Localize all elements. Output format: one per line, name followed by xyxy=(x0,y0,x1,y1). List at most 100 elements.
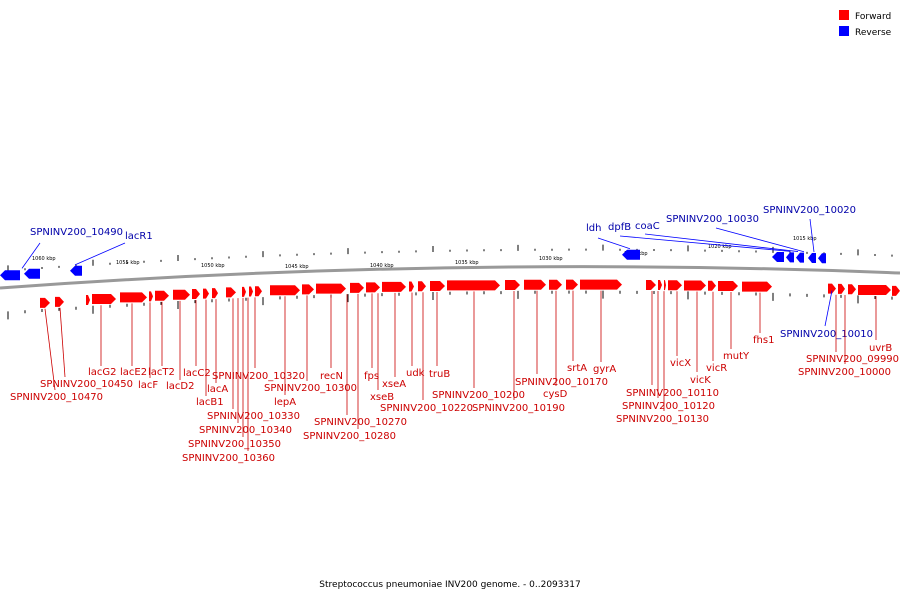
gene-label-xseB[interactable]: xseB xyxy=(370,392,394,403)
gene-label-SPNINV200_10030[interactable]: SPNINV200_10030 xyxy=(666,214,759,225)
forward-gene[interactable] xyxy=(418,281,426,292)
gene-label-truB[interactable]: truB xyxy=(429,369,450,380)
forward-gene[interactable] xyxy=(828,283,836,294)
forward-gene[interactable] xyxy=(566,279,578,290)
gene-label-lepA[interactable]: lepA xyxy=(274,397,296,408)
forward-gene[interactable] xyxy=(270,285,300,296)
gene-label-SPNINV200_10190[interactable]: SPNINV200_10190 xyxy=(472,403,565,414)
gene-label-ldh[interactable]: ldh xyxy=(586,223,601,234)
gene-label-SPNINV200_10110[interactable]: SPNINV200_10110 xyxy=(626,388,719,399)
forward-gene[interactable] xyxy=(505,279,520,290)
forward-gene[interactable] xyxy=(255,286,262,297)
forward-gene[interactable] xyxy=(447,280,500,291)
gene-label-lacF[interactable]: lacF xyxy=(138,380,158,391)
gene-label-srtA[interactable]: srtA xyxy=(567,363,587,374)
forward-gene[interactable] xyxy=(242,286,246,297)
gene-label-SPNINV200_10280[interactable]: SPNINV200_10280 xyxy=(303,431,396,442)
forward-gene[interactable] xyxy=(858,285,891,296)
gene-label-coaC[interactable]: coaC xyxy=(635,221,660,232)
gene-label-SPNINV200_10200[interactable]: SPNINV200_10200 xyxy=(432,390,525,401)
gene-label-lacR1[interactable]: lacR1 xyxy=(125,231,153,242)
reverse-gene[interactable] xyxy=(796,252,804,263)
forward-gene[interactable] xyxy=(409,281,414,292)
gene-label-SPNINV200_10330[interactable]: SPNINV200_10330 xyxy=(207,411,300,422)
reverse-gene[interactable] xyxy=(808,252,816,263)
gene-label-SPNINV200_10010[interactable]: SPNINV200_10010 xyxy=(780,329,873,340)
gene-label-SPNINV200_10270[interactable]: SPNINV200_10270 xyxy=(314,417,407,428)
forward-gene[interactable] xyxy=(549,279,562,290)
forward-gene[interactable] xyxy=(203,288,209,299)
forward-gene[interactable] xyxy=(524,279,546,290)
gene-label-gyrA[interactable]: gyrA xyxy=(593,364,616,375)
gene-label-recN[interactable]: recN xyxy=(320,371,343,382)
forward-gene[interactable] xyxy=(430,280,445,291)
forward-gene[interactable] xyxy=(155,290,169,301)
reverse-gene[interactable] xyxy=(24,268,40,279)
reverse-gene[interactable] xyxy=(622,249,640,260)
gene-label-udk[interactable]: udk xyxy=(406,368,425,379)
gene-label-SPNINV200_10120[interactable]: SPNINV200_10120 xyxy=(622,401,715,412)
gene-label-SPNINV200_10320[interactable]: SPNINV200_10320 xyxy=(212,371,305,382)
forward-gene[interactable] xyxy=(742,281,772,292)
forward-gene[interactable] xyxy=(120,292,147,303)
forward-gene[interactable] xyxy=(708,280,716,291)
forward-gene[interactable] xyxy=(580,279,622,290)
forward-gene[interactable] xyxy=(350,282,364,293)
forward-gene[interactable] xyxy=(718,280,738,291)
gene-label-mutY[interactable]: mutY xyxy=(723,351,750,362)
forward-gene[interactable] xyxy=(366,282,380,293)
reverse-gene[interactable] xyxy=(70,265,82,276)
gene-label-SPNINV200_10340[interactable]: SPNINV200_10340 xyxy=(199,425,292,436)
gene-label-SPNINV200_09990[interactable]: SPNINV200_09990 xyxy=(806,354,899,365)
forward-gene[interactable] xyxy=(249,286,253,297)
reverse-gene[interactable] xyxy=(0,270,20,281)
reverse-gene[interactable] xyxy=(772,252,784,263)
forward-gene[interactable] xyxy=(86,295,90,306)
gene-label-dpfB[interactable]: dpfB xyxy=(608,222,631,233)
forward-gene[interactable] xyxy=(892,285,900,296)
forward-gene[interactable] xyxy=(212,288,218,299)
gene-label-xseA[interactable]: xseA xyxy=(382,379,406,390)
gene-label-lacT2[interactable]: lacT2 xyxy=(148,367,175,378)
forward-gene[interactable] xyxy=(848,284,856,295)
forward-gene[interactable] xyxy=(382,281,406,292)
gene-label-lacE2[interactable]: lacE2 xyxy=(120,367,147,378)
reverse-gene[interactable] xyxy=(786,252,794,263)
gene-label-lacG2[interactable]: lacG2 xyxy=(88,367,117,378)
gene-label-uvrB[interactable]: uvrB xyxy=(869,343,892,354)
forward-gene[interactable] xyxy=(316,283,346,294)
forward-gene[interactable] xyxy=(658,280,662,291)
gene-label-vicR[interactable]: vicR xyxy=(706,363,727,374)
forward-gene[interactable] xyxy=(302,284,314,295)
forward-gene[interactable] xyxy=(55,296,64,307)
forward-gene[interactable] xyxy=(149,291,153,302)
gene-label-SPNINV200_10000[interactable]: SPNINV200_10000 xyxy=(798,367,891,378)
gene-label-SPNINV200_10020[interactable]: SPNINV200_10020 xyxy=(763,205,856,216)
gene-label-SPNINV200_10360[interactable]: SPNINV200_10360 xyxy=(182,453,275,464)
gene-label-lacA[interactable]: lacA xyxy=(207,384,228,395)
forward-gene[interactable] xyxy=(664,280,666,291)
gene-label-SPNINV200_10130[interactable]: SPNINV200_10130 xyxy=(616,414,709,425)
gene-label-lacD2[interactable]: lacD2 xyxy=(166,381,194,392)
forward-gene[interactable] xyxy=(192,289,200,300)
gene-label-cysD[interactable]: cysD xyxy=(543,389,568,400)
gene-label-vicK[interactable]: vicK xyxy=(690,375,711,386)
gene-label-SPNINV200_10300[interactable]: SPNINV200_10300 xyxy=(264,383,357,394)
forward-gene[interactable] xyxy=(92,294,116,305)
gene-label-SPNINV200_10450[interactable]: SPNINV200_10450 xyxy=(40,379,133,390)
gene-label-SPNINV200_10470[interactable]: SPNINV200_10470 xyxy=(10,392,103,403)
gene-label-SPNINV200_10220[interactable]: SPNINV200_10220 xyxy=(380,403,473,414)
gene-label-fhs1[interactable]: fhs1 xyxy=(753,335,774,346)
gene-label-SPNINV200_10170[interactable]: SPNINV200_10170 xyxy=(515,377,608,388)
forward-gene[interactable] xyxy=(838,283,845,294)
gene-label-vicX[interactable]: vicX xyxy=(670,358,691,369)
forward-gene[interactable] xyxy=(668,280,682,291)
gene-label-lacC2[interactable]: lacC2 xyxy=(183,368,211,379)
forward-gene[interactable] xyxy=(684,280,706,291)
reverse-gene[interactable] xyxy=(818,253,826,264)
forward-gene[interactable] xyxy=(646,279,656,290)
gene-label-lacB1[interactable]: lacB1 xyxy=(196,397,224,408)
forward-gene[interactable] xyxy=(173,289,190,300)
gene-label-fps[interactable]: fps xyxy=(364,371,379,382)
gene-label-SPNINV200_10350[interactable]: SPNINV200_10350 xyxy=(188,439,281,450)
